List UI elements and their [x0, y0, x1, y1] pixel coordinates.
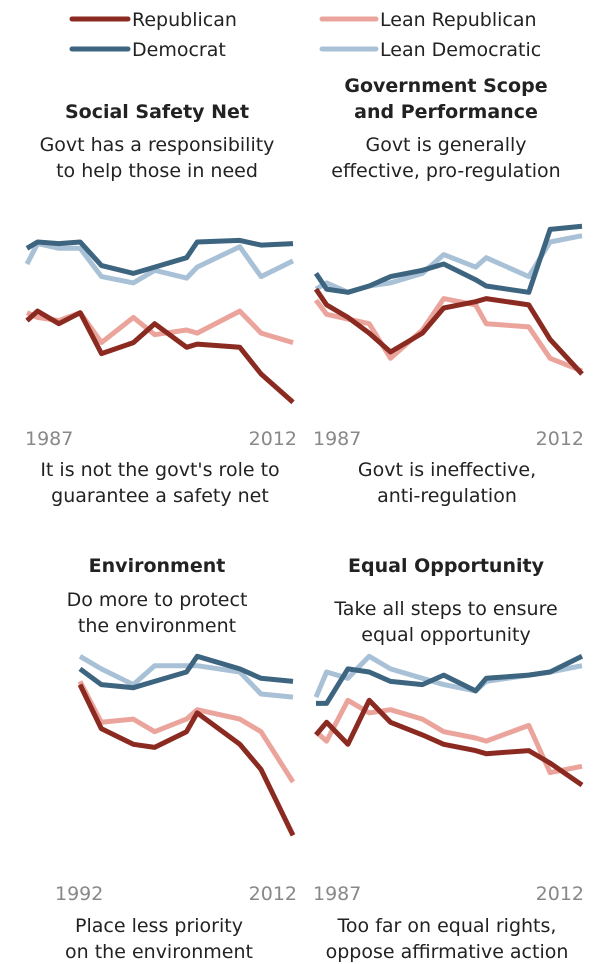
series-line-republican — [313, 287, 584, 376]
panel-social-safety-net: Social Safety Net Govt has a responsibil… — [24, 101, 297, 507]
panel-title: Social Safety Net — [65, 101, 249, 123]
panel-title: Equal Opportunity — [348, 555, 545, 577]
series-line-lean-democratic — [24, 241, 295, 286]
series-line-democrat — [313, 223, 583, 295]
bottom-label-line-2: guarantee a safety net — [51, 485, 269, 507]
top-label-line-1: Take all steps to ensure — [333, 598, 557, 620]
series-line-lean-republican — [77, 680, 296, 784]
legend-item-lean-republican: Lean Republican — [319, 9, 537, 31]
top-label-line-2: to help those in need — [56, 160, 258, 182]
x-tick-label-end: 2012 — [249, 428, 297, 450]
legend: Republican Lean Republican Democrat Lean… — [69, 9, 541, 61]
legend-label-republican: Republican — [132, 9, 237, 31]
legend-item-democrat: Democrat — [69, 39, 226, 61]
bottom-label-line-2: on the environment — [65, 941, 253, 963]
top-label-line-2: effective, pro-regulation — [331, 160, 560, 182]
plot-area — [77, 653, 296, 837]
series-line-republican — [314, 697, 584, 788]
legend-label-lean-democratic: Lean Democratic — [380, 39, 541, 61]
bottom-label-line-1: Govt is ineffective, — [358, 459, 536, 481]
top-label-line-1: Govt is generally — [365, 134, 526, 156]
bottom-label-line-2: anti-regulation — [377, 485, 517, 507]
bottom-label-line-2: oppose affirmative action — [326, 941, 569, 963]
legend-item-lean-democratic: Lean Democratic — [319, 39, 541, 61]
legend-label-democrat: Democrat — [132, 39, 226, 61]
plot-area — [313, 653, 584, 788]
x-tick-label-start: 1987 — [25, 428, 73, 450]
series-line-lean-republican — [314, 697, 583, 776]
x-tick-label-start: 1992 — [55, 883, 103, 905]
plot-area — [313, 223, 584, 376]
x-tick-label-end: 2012 — [249, 883, 297, 905]
panel-title-line-1: Government Scope — [344, 75, 547, 97]
top-label-line-2: the environment — [78, 615, 236, 637]
series-line-lean-democratic — [78, 654, 294, 700]
top-label-line-1: Govt has a responsibility — [40, 134, 275, 156]
x-tick-label-end: 2012 — [536, 428, 584, 450]
legend-item-republican: Republican — [69, 9, 237, 31]
series-line-democrat — [78, 653, 294, 691]
series-line-democrat — [316, 654, 584, 706]
series-line-lean-republican — [313, 296, 583, 374]
panel-government-scope: Government Scope and Performance Govt is… — [313, 75, 584, 507]
x-tick-label-start: 1987 — [313, 428, 361, 450]
panel-title-line-2: and Performance — [354, 101, 538, 123]
legend-label-lean-republican: Lean Republican — [380, 9, 537, 31]
bottom-label-line-1: Place less priority — [75, 915, 243, 937]
series-line-republican — [25, 308, 295, 405]
bottom-label-line-1: It is not the govt's role to — [40, 459, 279, 481]
bottom-label-line-1: Too far on equal rights, — [337, 915, 557, 937]
top-label-line-1: Do more to protect — [67, 589, 248, 611]
x-tick-label-start: 1987 — [313, 883, 361, 905]
series-line-democrat — [25, 237, 294, 276]
panel-equal-opportunity: Equal Opportunity Take all steps to ensu… — [313, 555, 584, 963]
plot-area — [24, 237, 295, 405]
x-tick-label-end: 2012 — [536, 883, 584, 905]
series-line-republican — [77, 683, 296, 837]
panel-title: Environment — [89, 555, 226, 577]
top-label-line-2: equal opportunity — [361, 624, 530, 646]
panel-environment: Environment Do more to protect the envir… — [55, 555, 297, 963]
